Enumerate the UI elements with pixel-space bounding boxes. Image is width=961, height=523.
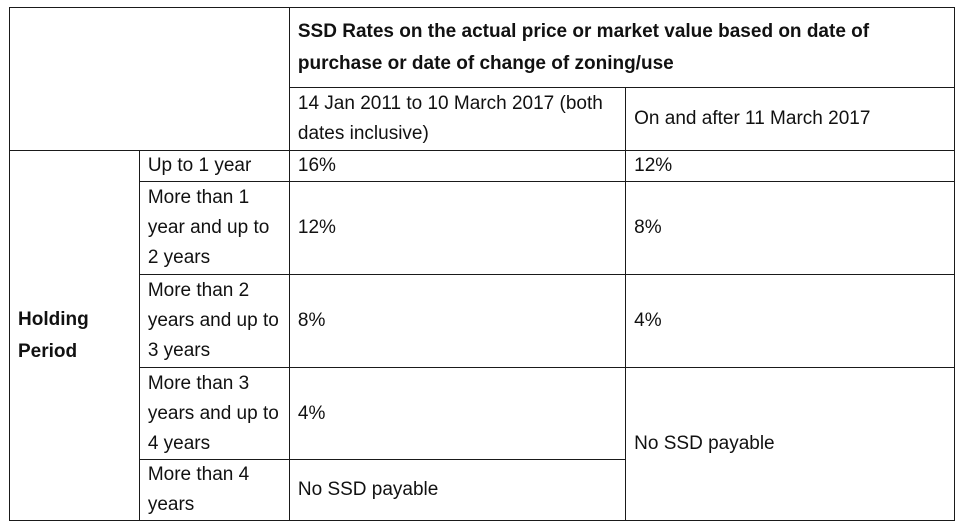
rate-cell-period-1: 16% xyxy=(288,150,627,182)
column-header-period-1: 14 Jan 2011 to 10 March 2017 (both dates… xyxy=(288,87,627,151)
header-row-main: SSD Rates on the actual price or market … xyxy=(9,7,956,151)
table-row: More than 1 year and up to 2 years 12% 8… xyxy=(10,181,955,275)
rate-cell-period-2: 4% xyxy=(625,274,955,368)
table-row: Holding Period Up to 1 year 16% 12% xyxy=(9,150,955,521)
rate-cell-period-1: 12% xyxy=(288,181,627,275)
ssd-rates-table: SSD Rates on the actual price or market … xyxy=(9,7,956,521)
rate-cell-period-1: No SSD payable xyxy=(288,459,627,521)
header-row-periods: 14 Jan 2011 to 10 March 2017 (both dates… xyxy=(10,87,955,151)
holding-period-cell: More than 2 years and up to 3 years xyxy=(138,274,290,368)
main-header: SSD Rates on the actual price or market … xyxy=(288,7,956,88)
empty-corner-cell xyxy=(9,7,290,151)
rate-cell-period-2: 8% xyxy=(625,181,955,275)
table-row: More than 4 years No SSD payable xyxy=(10,459,955,521)
rate-cell-period-1: 4% xyxy=(288,367,627,460)
holding-period-cell: More than 1 year and up to 2 years xyxy=(138,181,290,275)
table-row: More than 2 years and up to 3 years 8% 4… xyxy=(10,274,955,368)
holding-period-cell: More than 3 years and up to 4 years xyxy=(138,367,290,460)
row-group-label: Holding Period xyxy=(9,150,140,521)
rate-cell-period-2: 12% xyxy=(625,150,955,182)
column-header-period-2: On and after 11 March 2017 xyxy=(625,87,955,151)
rate-cell-period-2: No SSD payable xyxy=(625,367,955,521)
rate-cell-period-1: 8% xyxy=(288,274,627,368)
table-row: More than 3 years and up to 4 years 4% N… xyxy=(10,367,955,521)
holding-period-cell: More than 4 years xyxy=(138,459,290,521)
holding-period-cell: Up to 1 year xyxy=(138,150,290,182)
